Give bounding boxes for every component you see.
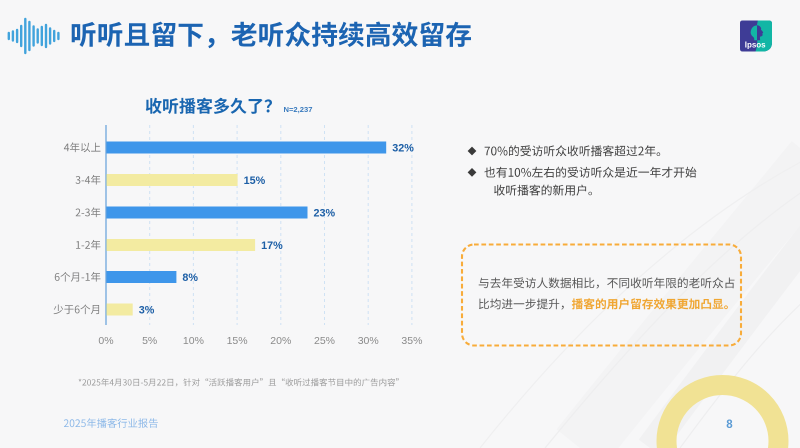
svg-text:32%: 32% (392, 143, 414, 155)
svg-text:15%: 15% (244, 175, 266, 187)
svg-text:3%: 3% (139, 305, 155, 317)
svg-text:8%: 8% (182, 272, 198, 284)
svg-text:23%: 23% (314, 208, 336, 220)
svg-text:30%: 30% (358, 335, 379, 347)
svg-text:5%: 5% (142, 335, 157, 347)
svg-text:N=2,237: N=2,237 (284, 105, 313, 114)
svg-text:0%: 0% (98, 335, 113, 347)
svg-text:Ipsos: Ipsos (745, 41, 766, 50)
svg-text:25%: 25% (314, 335, 335, 347)
svg-text:10%: 10% (183, 335, 204, 347)
svg-text:8: 8 (726, 419, 733, 431)
svg-text:20%: 20% (270, 335, 291, 347)
svg-text:35%: 35% (401, 335, 422, 347)
svg-text:17%: 17% (261, 240, 283, 252)
svg-text:15%: 15% (227, 335, 248, 347)
